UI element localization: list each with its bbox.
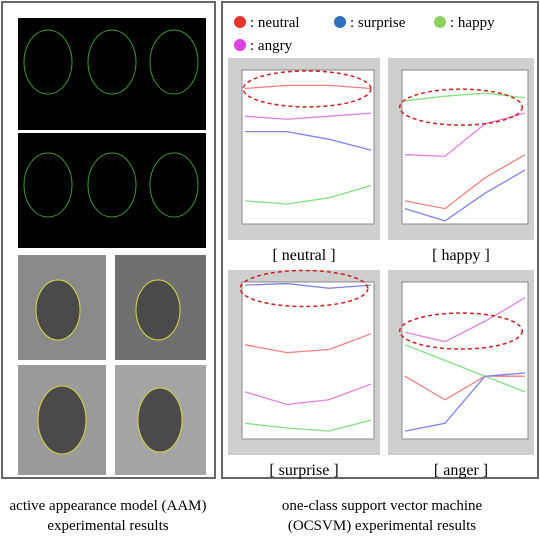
- plot-area: [242, 282, 374, 439]
- chart-label: [ neutral ]: [272, 247, 335, 264]
- legend-label: : surprise: [350, 15, 406, 31]
- plot-area: [402, 70, 528, 224]
- legend-label: : happy: [450, 15, 495, 31]
- caption: one-class support vector machine: [282, 498, 483, 514]
- legend-dot: [334, 16, 346, 28]
- plot-area: [402, 282, 528, 439]
- legend-dot: [434, 16, 446, 28]
- figure: active appearance model (AAM) experiment…: [0, 0, 540, 544]
- legend-label: : neutral: [250, 15, 300, 31]
- caption: active appearance model (AAM): [10, 498, 207, 514]
- chart-label: [ surprise ]: [269, 462, 338, 479]
- aam-mesh-image: [18, 133, 206, 248]
- chart-label: [ anger ]: [434, 462, 488, 479]
- chart-label: [ happy ]: [432, 247, 490, 264]
- aam-mesh-image: [18, 18, 206, 130]
- caption: (OCSVM) experimental results: [288, 518, 476, 534]
- legend-dot: [234, 16, 246, 28]
- caption: experimental results: [47, 518, 168, 534]
- page: {"left_panel": {"caption": ["active appe…: [0, 0, 540, 549]
- legend-dot: [234, 39, 246, 51]
- legend-label: : angry: [250, 38, 293, 54]
